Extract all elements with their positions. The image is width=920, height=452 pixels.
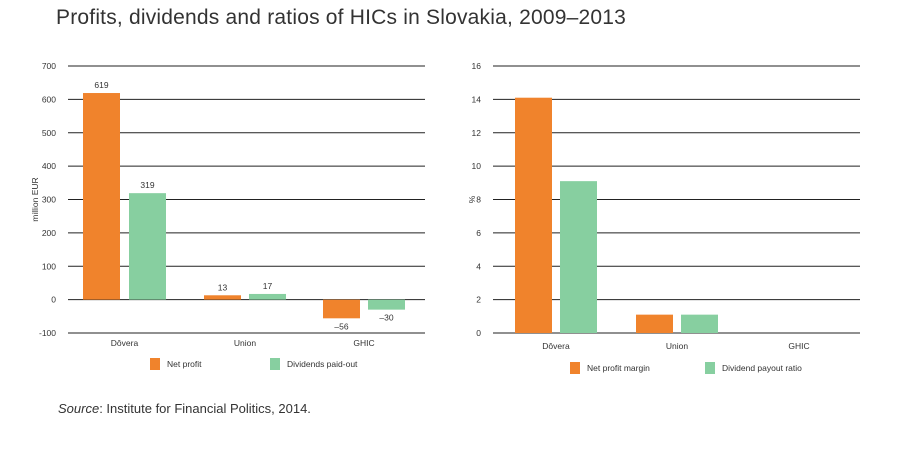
- category-label: Union: [234, 338, 256, 348]
- data-label: 13: [218, 282, 228, 292]
- category-label: Dôvera: [542, 341, 570, 351]
- y-tick-label: 200: [42, 228, 56, 238]
- legend-swatch: [270, 358, 280, 370]
- legend-swatch: [570, 362, 580, 374]
- y-tick-label: 0: [476, 328, 481, 338]
- y-axis-title: %: [467, 195, 477, 203]
- bar-net-profit-0: [83, 93, 120, 300]
- y-tick-label: 12: [472, 128, 482, 138]
- y-axis-title: million EUR: [30, 177, 40, 221]
- y-tick-label: 16: [472, 61, 482, 71]
- source-text: : Institute for Financial Politics, 2014…: [99, 401, 311, 416]
- data-label: 319: [140, 180, 154, 190]
- source-note: Source: Institute for Financial Politics…: [58, 401, 311, 416]
- category-label: Union: [666, 341, 688, 351]
- y-tick-label: 14: [472, 94, 482, 104]
- bar-dividends-paid-out-0: [129, 193, 166, 300]
- bar-dividend-payout-ratio-1: [681, 314, 718, 333]
- category-label: GHIC: [353, 338, 374, 348]
- bar-net-profit-margin-0: [515, 97, 552, 333]
- y-tick-label: 400: [42, 161, 56, 171]
- bar-dividends-paid-out-2: [368, 299, 405, 310]
- bar-dividend-payout-ratio-0: [560, 181, 597, 333]
- legend-label: Dividends paid-out: [287, 359, 358, 369]
- legend-swatch: [150, 358, 160, 370]
- bar-dividends-paid-out-1: [249, 293, 286, 300]
- y-tick-label: 2: [476, 295, 481, 305]
- y-tick-label: 10: [472, 161, 482, 171]
- bar-net-profit-1: [204, 295, 241, 300]
- data-label: –30: [379, 313, 393, 323]
- source-label: Source: [58, 401, 100, 416]
- y-tick-label: 700: [42, 61, 56, 71]
- data-label: –56: [334, 321, 348, 331]
- bar-net-profit-2: [323, 299, 360, 319]
- y-tick-label: -100: [39, 328, 56, 338]
- y-tick-label: 100: [42, 261, 56, 271]
- y-tick-label: 300: [42, 195, 56, 205]
- bar-net-profit-margin-1: [636, 314, 673, 333]
- legend-label: Dividend payout ratio: [722, 363, 802, 373]
- legend-label: Net profit margin: [587, 363, 650, 373]
- legend-label: Net profit: [167, 359, 202, 369]
- y-tick-label: 0: [51, 295, 56, 305]
- data-label: 17: [263, 281, 273, 291]
- data-label: 619: [94, 80, 108, 90]
- y-tick-label: 6: [476, 228, 481, 238]
- y-tick-label: 600: [42, 94, 56, 104]
- chart-title: Profits, dividends and ratios of HICs in…: [56, 6, 626, 29]
- y-tick-label: 8: [476, 195, 481, 205]
- y-tick-label: 4: [476, 261, 481, 271]
- category-label: Dôvera: [111, 338, 139, 348]
- category-label: GHIC: [788, 341, 809, 351]
- y-tick-label: 500: [42, 128, 56, 138]
- legend-swatch: [705, 362, 715, 374]
